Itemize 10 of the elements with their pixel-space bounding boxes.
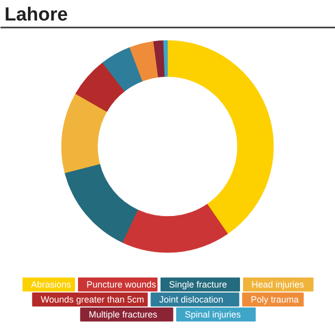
legend-label: Spinal injuries <box>184 310 242 320</box>
legend-label: Poly trauma <box>250 294 299 304</box>
legend-label: Wounds greater than 5cm <box>40 294 144 304</box>
chart-title: Lahore <box>4 4 68 26</box>
legend-label: Multiple fractures <box>88 310 158 320</box>
legend-label: Puncture wounds <box>86 280 157 290</box>
legend-label: Single fracture <box>169 280 228 290</box>
legend-label: Joint dislocation <box>159 294 224 304</box>
legend-label: Head injuries <box>252 280 305 290</box>
legend-label: Abrasions <box>31 280 72 290</box>
